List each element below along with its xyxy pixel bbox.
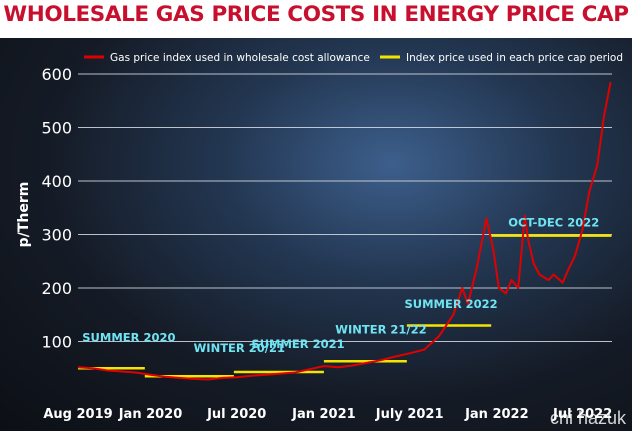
period-annotation: OCT-DEC 2022 [508, 215, 599, 229]
watermark: chi hazuk [549, 408, 626, 428]
period-annotation: SUMMER 2020 [82, 331, 175, 345]
gas-price-line [77, 81, 612, 381]
x-tick-label: Jul 2022 [552, 407, 612, 422]
x-tick-label: Jul 2020 [206, 407, 266, 422]
period-annotation: SUMMER 2022 [404, 297, 497, 311]
period-annotation: WINTER 20/21 [194, 341, 285, 355]
x-tick-label: Jan 2021 [291, 407, 356, 422]
title-bar [0, 0, 632, 38]
x-tick-label: Aug 2019 [43, 407, 112, 422]
legend-label-gas-index: Gas price index used in wholesale cost a… [110, 52, 370, 64]
y-axis-label: p/Therm [16, 182, 32, 248]
chart-title: WHOLESALE GAS PRICE COSTS IN ENERGY PRIC… [3, 2, 629, 27]
legend-label-cap-index: Index price used in each price cap perio… [406, 52, 623, 64]
x-tick-label: Jan 2022 [464, 407, 529, 422]
y-tick-label: 400 [41, 172, 72, 191]
y-tick-label: 100 [41, 333, 72, 352]
y-tick-label: 200 [41, 279, 72, 298]
x-tick-label: July 2021 [375, 407, 444, 422]
period-annotation: WINTER 21/22 [335, 322, 426, 336]
y-tick-label: 600 [41, 65, 72, 84]
x-tick-label: Jan 2020 [118, 407, 183, 422]
y-tick-label: 300 [41, 226, 72, 245]
period-annotation: SUMMER 2021 [251, 337, 344, 351]
y-tick-label: 500 [41, 119, 72, 138]
